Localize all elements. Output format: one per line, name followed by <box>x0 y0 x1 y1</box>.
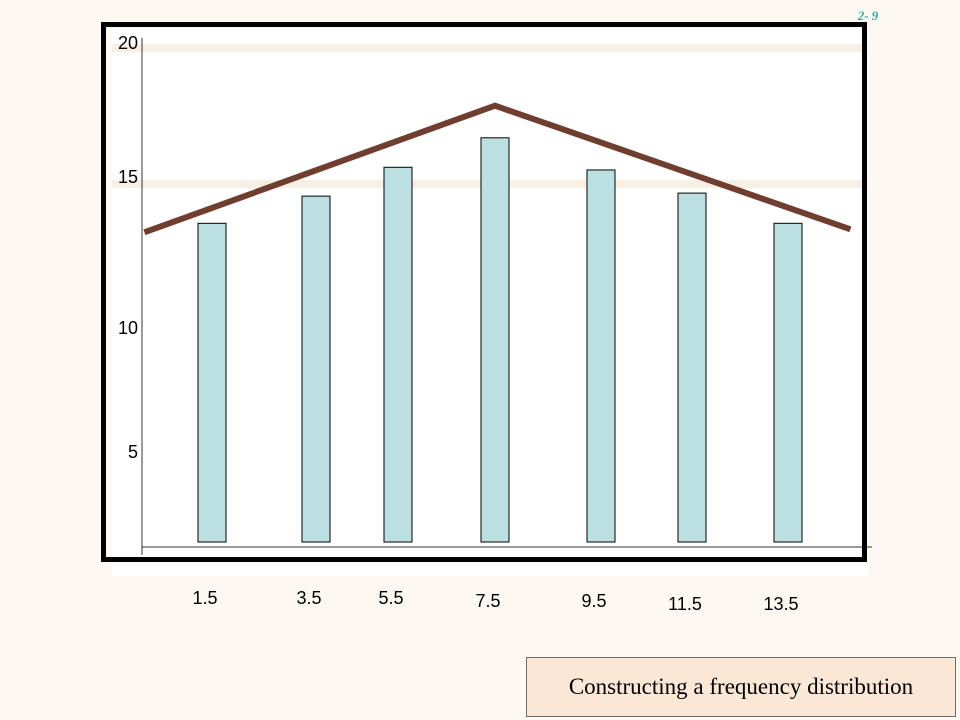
y-tick-label: 15 <box>117 167 138 187</box>
bar-3.5 <box>301 195 331 543</box>
y-tick-label: 20 <box>117 33 138 53</box>
bar-7.5 <box>480 137 510 543</box>
caption-box: Constructing a frequency distribution <box>526 657 956 717</box>
bar-5.5 <box>383 166 413 543</box>
slide-caption: Constructing a frequency distribution <box>568 674 914 699</box>
x-tick-label: 7.5 <box>475 591 501 611</box>
x-tick-label: 13.5 <box>763 594 799 614</box>
bar-9.5 <box>586 169 616 543</box>
bar-11.5 <box>677 192 707 543</box>
y-tick-label: 5 <box>127 442 138 462</box>
overlay-line <box>143 102 852 236</box>
bar-13.5 <box>773 222 803 543</box>
x-tick-label: 3.5 <box>296 588 322 608</box>
background-band <box>112 44 868 52</box>
x-tick-label: 11.5 <box>668 594 702 614</box>
y-tick-label: 10 <box>117 318 138 338</box>
slide-number: 2- 9 <box>857 8 879 23</box>
x-tick-label: 9.5 <box>581 591 607 611</box>
x-tick-label: 5.5 <box>378 588 404 608</box>
plot-frame <box>101 22 867 562</box>
bar-1.5 <box>197 222 227 543</box>
x-tick-label: 1.5 <box>192 588 218 608</box>
